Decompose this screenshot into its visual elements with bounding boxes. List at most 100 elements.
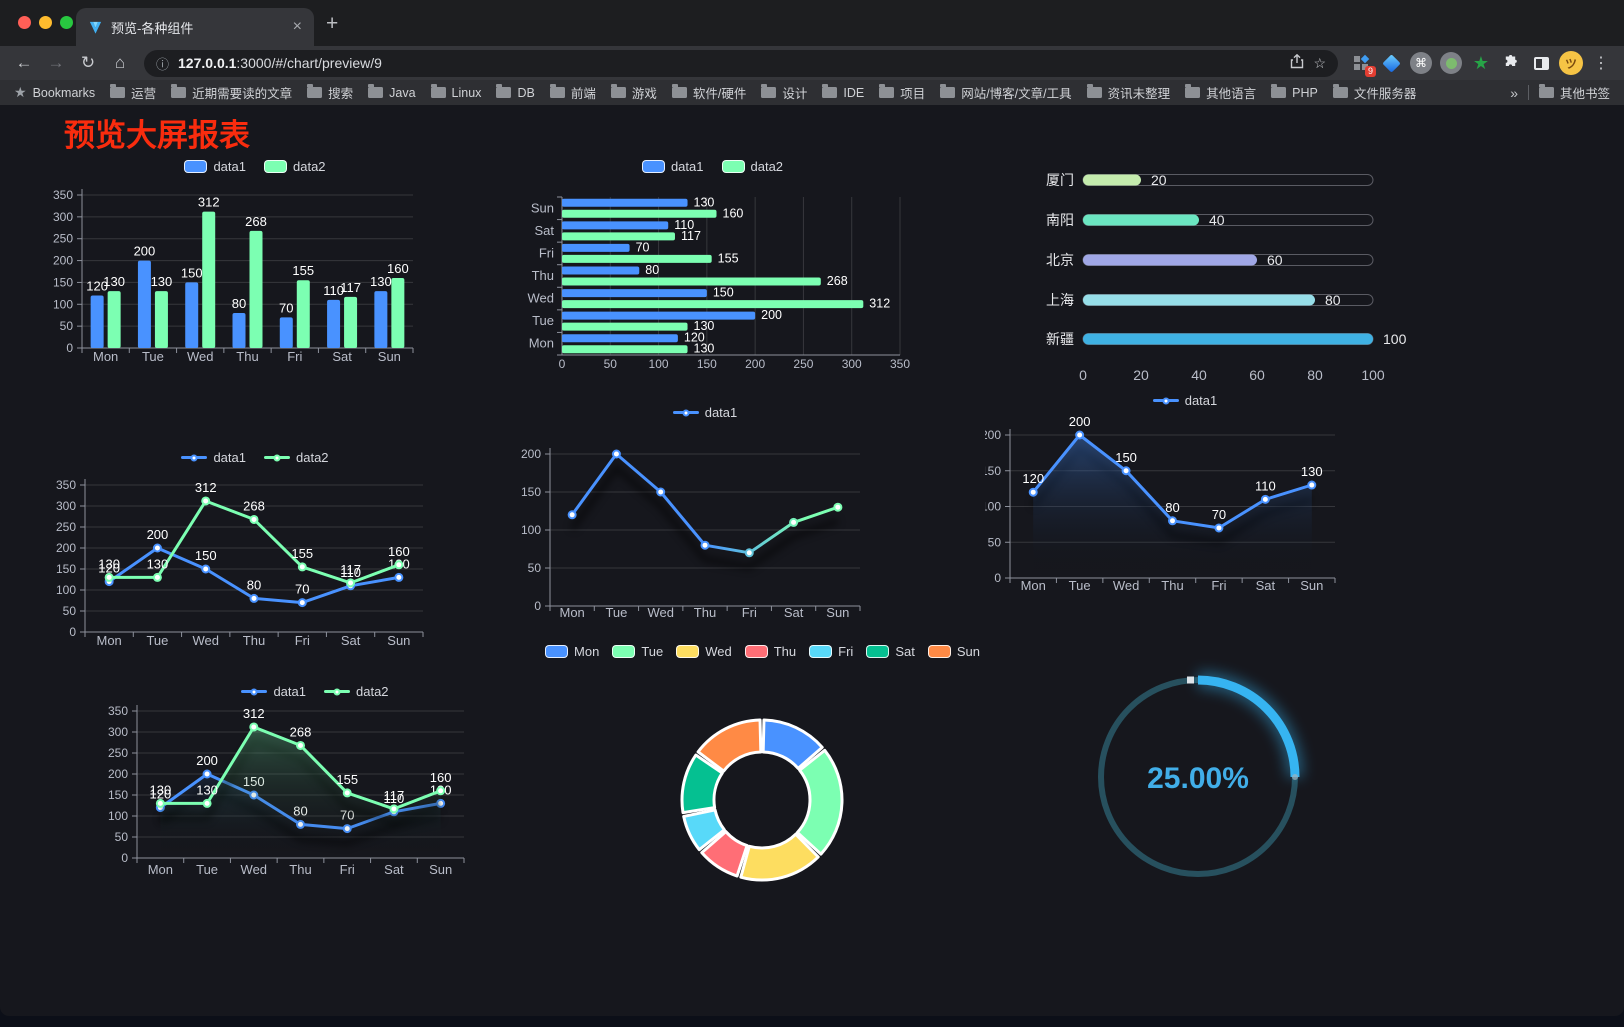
legend-swatch	[264, 454, 290, 461]
bookmark-folder-网站/博客/文章/工具[interactable]: 网站/博客/文章/工具	[940, 83, 1072, 102]
chart-bar-grouped-canvas[interactable]: 0 50 100 150 200 250 300 350 Mon Tue Wed Thu Fri Sat S…	[40, 145, 470, 377]
legend-item-Sat[interactable]: Sat	[866, 644, 915, 659]
svg-text:250: 250	[793, 357, 813, 371]
bookmarks-manager-item[interactable]: ★ Bookmarks	[14, 84, 95, 101]
legend-item-data1[interactable]: data1	[641, 159, 704, 174]
svg-text:Sat: Sat	[784, 605, 804, 620]
legend-label: Sun	[956, 644, 980, 659]
bookmark-folder-软件/硬件[interactable]: 软件/硬件	[671, 83, 746, 102]
svg-text:200: 200	[196, 753, 218, 768]
bookmark-folder-文件服务器[interactable]: 文件服务器	[1332, 83, 1417, 102]
bookmark-folder-其他语言[interactable]: 其他语言	[1185, 83, 1256, 102]
legend-item-data2[interactable]: data2	[264, 159, 326, 174]
svg-text:110: 110	[323, 283, 344, 298]
svg-text:50: 50	[528, 561, 542, 575]
legend-item-Fri[interactable]: Fri	[809, 644, 853, 659]
browser-tab[interactable]: 预览-各种组件 ×	[76, 8, 314, 46]
extension-star-icon[interactable]: ★	[1472, 52, 1490, 73]
extension-gem-icon[interactable]	[1378, 50, 1404, 76]
chart-line-area-canvas[interactable]: 0 50 100 150 200 Mon Tue Wed Thu Fri Sat Sun 120 200 1…	[985, 385, 1385, 605]
svg-text:60: 60	[1267, 252, 1283, 268]
bar-data1-Sat	[327, 299, 341, 348]
legend-item-data1[interactable]: data1	[181, 450, 246, 465]
reload-icon[interactable]: ↻	[80, 53, 96, 72]
minimize-window-button[interactable]	[39, 16, 52, 29]
extension-command-icon[interactable]: ⌘	[1408, 50, 1434, 76]
bookmark-folder-运营[interactable]: 运营	[110, 83, 156, 102]
bookmark-folder-IDE[interactable]: IDE	[822, 84, 864, 100]
hbar-data2-Wed	[562, 300, 864, 309]
svg-text:Fri: Fri	[539, 245, 554, 260]
bookmarks-divider	[1527, 85, 1529, 100]
window-bottom-edge	[0, 1016, 1624, 1027]
bookmarks-overflow-chevron[interactable]: »	[1510, 84, 1518, 101]
svg-text:Sun: Sun	[429, 862, 452, 877]
bookmark-star-icon[interactable]: ☆	[1313, 54, 1326, 71]
profile-avatar[interactable]: ツ	[1558, 50, 1584, 76]
extensions-puzzle-icon[interactable]	[1498, 50, 1524, 76]
bookmark-folder-项目[interactable]: 项目	[879, 83, 925, 102]
home-icon[interactable]: ⌂	[114, 53, 126, 72]
bookmark-folder-资讯未整理[interactable]: 资讯未整理	[1086, 83, 1170, 102]
chart-gauge-canvas[interactable]: 25.00%	[1078, 657, 1318, 902]
svg-text:100: 100	[53, 297, 73, 311]
progress-bar-北京	[1083, 254, 1257, 266]
svg-text:117: 117	[340, 562, 361, 577]
bookmark-folder-设计[interactable]: 设计	[761, 83, 807, 102]
legend-item-Thu[interactable]: Thu	[744, 644, 796, 659]
svg-text:150: 150	[713, 286, 734, 300]
address-bar[interactable]: ⓘ 127.0.0.1:3000/#/chart/preview/9 ☆	[144, 49, 1338, 77]
other-bookmarks-folder[interactable]: 其他书签	[1538, 83, 1610, 102]
chart-progress-bars-canvas[interactable]: 厦门 20 南阳 40 北京 60 上海 80 新疆 100 0 20 40 60 80 100	[1000, 150, 1420, 395]
bookmark-folder-Linux[interactable]: Linux	[430, 84, 481, 100]
side-panel-icon[interactable]	[1528, 50, 1554, 76]
bookmark-folder-搜索[interactable]: 搜索	[307, 83, 353, 102]
tab-close-icon[interactable]: ×	[292, 18, 302, 35]
site-info-icon[interactable]: ⓘ	[156, 56, 170, 72]
legend-item-Sun[interactable]: Sun	[927, 644, 980, 659]
legend-item-Wed[interactable]: Wed	[676, 644, 732, 659]
gauge-value-label: 25.00%	[1147, 762, 1249, 795]
legend-item-data1[interactable]: data1	[1152, 393, 1217, 408]
close-window-button[interactable]	[18, 16, 31, 29]
legend-swatch	[866, 645, 890, 658]
legend-item-Tue[interactable]: Tue	[612, 644, 663, 659]
bookmark-folder-Java[interactable]: Java	[368, 84, 416, 100]
svg-text:70: 70	[295, 582, 309, 597]
chart-line-gradient-canvas[interactable]: 0 50 100 150 200 Mon Tue Wed Thu Fri Sat Sun	[500, 395, 910, 630]
bookmark-folder-label: 文件服务器	[1353, 87, 1417, 101]
zoom-window-button[interactable]	[60, 16, 73, 29]
donut-slice-Tue	[795, 748, 844, 856]
legend-item-data1[interactable]: data1	[672, 405, 737, 420]
browser-menu-icon[interactable]: ⋮	[1593, 55, 1609, 72]
legend-item-data1[interactable]: data1	[241, 684, 306, 699]
url-text[interactable]: 127.0.0.1:3000/#/chart/preview/9	[178, 55, 1281, 71]
forward-icon[interactable]: →	[47, 53, 65, 72]
chart-donut-canvas[interactable]	[540, 630, 985, 900]
legend-item-Mon[interactable]: Mon	[545, 644, 599, 659]
share-icon[interactable]	[1290, 53, 1304, 72]
chart-line-dual-area-canvas[interactable]: 0 50 100 150 200 250 300 350 Mon Tue Wed Thu Fri Sat S…	[95, 670, 535, 890]
bookmark-folder-PHP[interactable]: PHP	[1271, 84, 1318, 100]
new-tab-button[interactable]: +	[326, 12, 339, 35]
svg-text:上海: 上海	[1046, 292, 1074, 308]
extension-record-icon[interactable]	[1438, 50, 1464, 76]
legend-item-data2[interactable]: data2	[264, 450, 329, 465]
extension-tabs-icon[interactable]: 9	[1348, 50, 1376, 77]
legend-item-data1[interactable]: data1	[184, 159, 246, 174]
svg-text:0: 0	[994, 571, 1001, 585]
bookmark-folder-游戏[interactable]: 游戏	[610, 83, 657, 102]
folder-icon	[368, 84, 384, 98]
bookmark-folder-近期需要读的文章[interactable]: 近期需要读的文章	[171, 83, 292, 102]
legend-swatch	[744, 645, 768, 658]
back-icon[interactable]: ←	[15, 53, 33, 72]
donut-slice-Mon	[761, 718, 824, 770]
legend-item-data2[interactable]: data2	[324, 684, 389, 699]
bookmark-folder-DB[interactable]: DB	[496, 84, 535, 100]
bookmark-folder-前端[interactable]: 前端	[549, 83, 596, 102]
svg-text:312: 312	[869, 297, 890, 311]
legend-item-data2[interactable]: data2	[721, 159, 783, 174]
chart-line-dual-canvas[interactable]: 0 50 100 150 200 250 300 350 Mon Tue Wed Thu Fri Sat S…	[40, 440, 470, 660]
extension-badge: 9	[1364, 66, 1376, 77]
